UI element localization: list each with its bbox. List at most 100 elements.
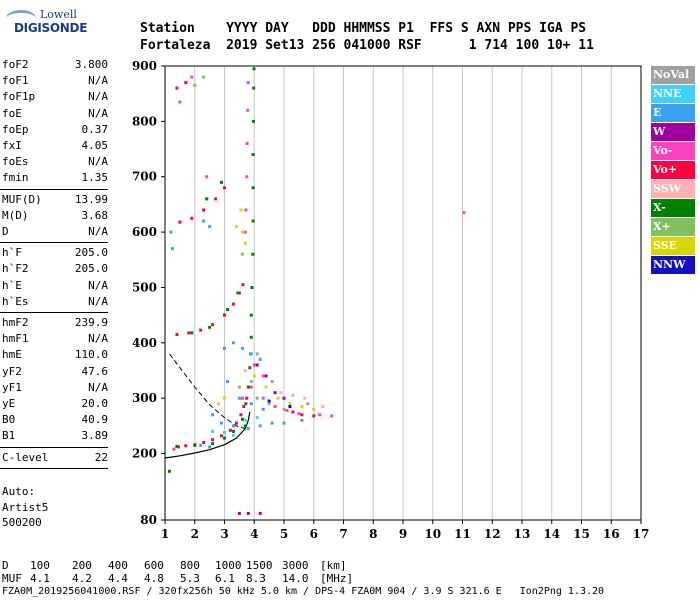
echo-point-x-	[175, 444, 179, 448]
echo-point-vo-	[205, 175, 209, 179]
echo-point-x-	[267, 402, 271, 406]
param-value: N/A	[88, 74, 108, 88]
echo-point-ssw	[291, 393, 295, 397]
echo-point-vo-	[242, 405, 246, 408]
echo-point-ssw	[303, 396, 307, 400]
x-tick-label: 16	[603, 527, 620, 541]
param-value: 0.37	[81, 122, 109, 136]
echo-point-noval	[306, 402, 310, 406]
table-cell: 4.2	[72, 572, 92, 585]
param-value: 205.0	[74, 246, 108, 260]
auto-label: Auto:	[2, 485, 36, 498]
echo-point-x-	[208, 325, 212, 329]
polarization-legend: NoVal NNE E W Vo- Vo+ SSW X- X+ SSE NNW	[651, 66, 695, 275]
y-tick-label: 700	[132, 170, 157, 184]
echo-point-x-	[251, 219, 255, 223]
echo-point-w	[273, 391, 277, 395]
x-tick-label: 14	[543, 527, 560, 541]
echo-point-vo-	[223, 313, 226, 317]
param-value: 20.0	[81, 397, 109, 410]
echo-point-e	[226, 380, 229, 384]
param-row: foE N/A	[2, 107, 108, 121]
echo-point-e	[249, 402, 253, 406]
param-row: foF1p N/A	[2, 90, 108, 104]
echo-point-e	[258, 357, 262, 361]
param-separator	[0, 467, 108, 469]
param-value: 3.800	[74, 58, 108, 71]
echo-point-vo-	[312, 414, 316, 418]
echo-point-vo-	[234, 421, 238, 425]
x-tick-label: 12	[484, 527, 501, 541]
param-value: N/A	[88, 225, 108, 238]
echo-point-e	[246, 427, 250, 431]
y-tick-label: 600	[132, 225, 157, 239]
echo-point-x-	[236, 291, 240, 295]
y-tick-label: 900	[132, 59, 157, 73]
echo-point-nne	[243, 418, 247, 422]
echo-point-sse	[234, 225, 238, 229]
x-tick-label: 4	[250, 527, 258, 541]
x-tick-label: 7	[339, 527, 347, 541]
param-label: yF2	[2, 364, 22, 378]
param-label: foF1p	[2, 90, 36, 104]
echo-point-sse	[223, 396, 226, 400]
legend-item: SSE	[651, 237, 695, 255]
echo-point-e	[208, 225, 212, 229]
param-row: MUF(D) 13.99	[2, 193, 108, 207]
echo-point-x-	[249, 313, 253, 317]
legend-item: W	[651, 123, 695, 141]
param-label: D	[2, 225, 9, 238]
echo-point-vo-	[211, 438, 215, 442]
header-line-values: Fortaleza 2019 Set13 256 041000 RSF 1 71…	[140, 38, 594, 53]
param-value: 22	[94, 450, 108, 464]
echo-point-x-	[190, 331, 194, 335]
echo-point-x-	[205, 197, 209, 201]
echo-point-w	[258, 511, 262, 515]
echo-point-sse	[240, 230, 244, 234]
table-cell: 200	[72, 559, 92, 572]
param-label: hmE	[2, 348, 22, 362]
legend-item: X+	[651, 218, 695, 236]
echo-point-e	[202, 219, 206, 223]
param-row: foEs N/A	[2, 155, 108, 169]
echo-point-vo-	[243, 230, 247, 234]
echo-point-x-	[255, 396, 259, 400]
param-label: foEp	[2, 122, 29, 136]
file-info: FZA0M_2019256041000.RSF / 320fx256h 50 k…	[2, 586, 605, 597]
param-row: h`E N/A	[2, 279, 108, 293]
echo-point-vo-	[190, 216, 194, 220]
param-row: h`F 205.0	[2, 246, 108, 260]
x-tick-label: 11	[454, 527, 471, 541]
echo-point-vo-	[199, 328, 203, 332]
echo-point-e	[270, 421, 274, 425]
echo-point-vo-	[246, 81, 250, 85]
echo-point-x-	[249, 380, 253, 384]
echo-point-vo-	[330, 414, 334, 418]
echo-point-vo-	[261, 374, 265, 378]
param-label: fxI	[2, 139, 22, 152]
table-cell: 4.4	[108, 572, 128, 585]
echo-point-e	[169, 230, 173, 234]
param-label: hmF1	[2, 332, 29, 346]
table-cell: 800	[180, 559, 200, 572]
echo-point-nnw	[288, 405, 292, 408]
param-row: h`F2 205.0	[2, 262, 108, 276]
param-row: hmE 110.0	[2, 348, 108, 362]
param-value: 4.05	[81, 139, 109, 152]
table-cell: 4.1	[30, 572, 50, 585]
y-tick-label: 80	[140, 513, 157, 527]
param-value: N/A	[88, 278, 108, 292]
header-line-labels: Station YYYY DAY DDD HHMMSS P1 FFS S AXN…	[140, 21, 587, 36]
echo-point-x-	[193, 443, 197, 447]
param-row: h`Es N/A	[2, 295, 108, 309]
echo-point-x-	[226, 308, 229, 312]
echo-point-noval	[270, 380, 274, 384]
x-tick-label: 3	[220, 527, 228, 541]
echo-point-vo-	[318, 413, 322, 417]
echo-point-e	[231, 424, 235, 428]
echo-point-sse	[252, 374, 256, 378]
param-row: B0 40.9	[2, 413, 108, 427]
echo-point-e	[300, 418, 304, 422]
param-value: 40.9	[81, 413, 109, 427]
param-value: N/A	[88, 380, 108, 394]
